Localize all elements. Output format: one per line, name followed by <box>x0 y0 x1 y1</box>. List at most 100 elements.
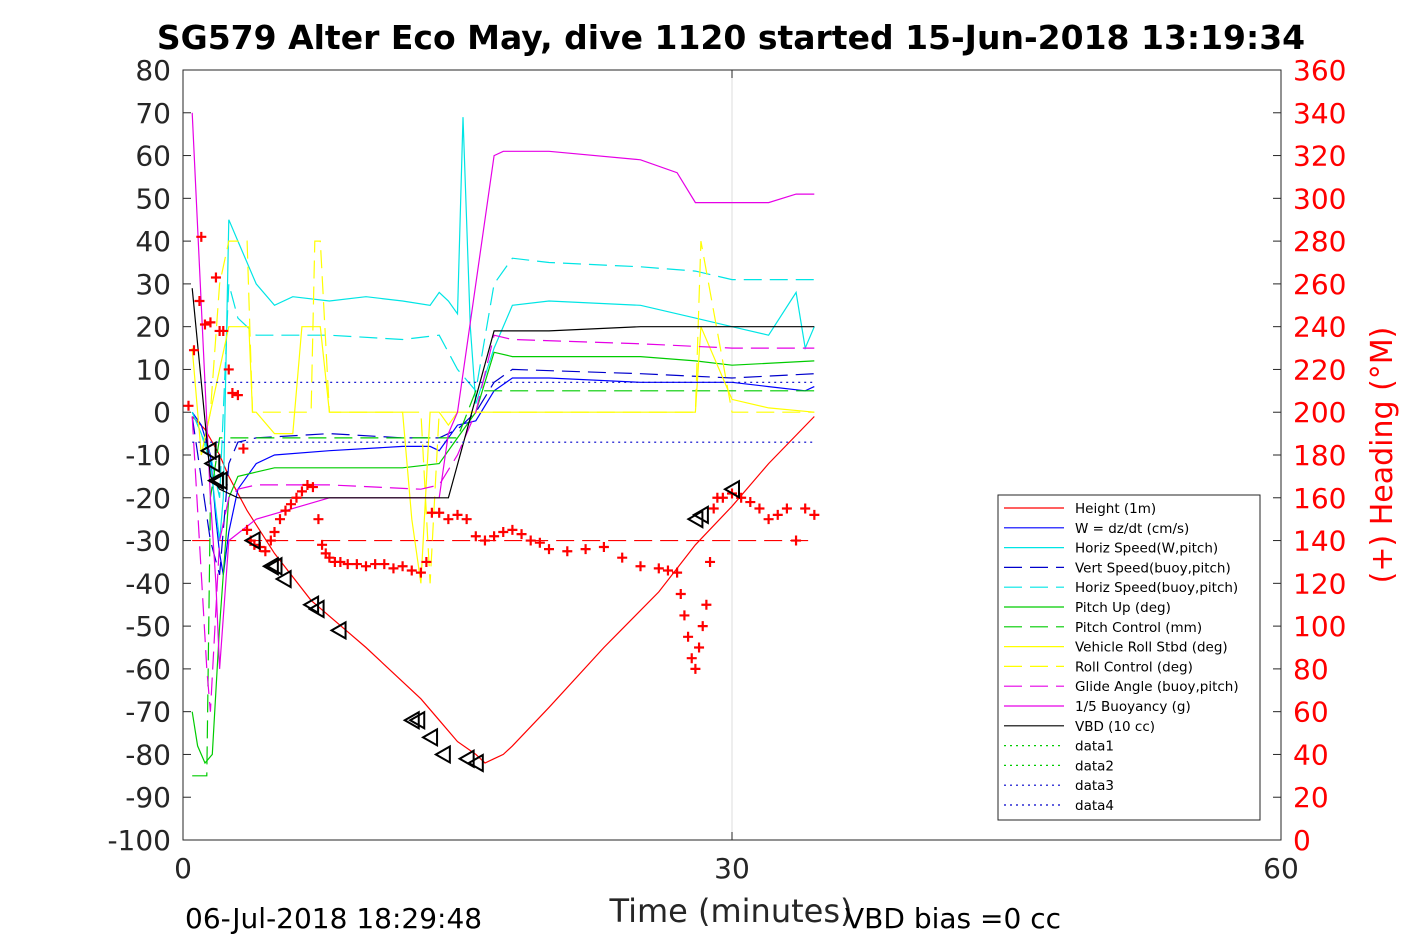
heading-marker <box>370 559 381 570</box>
heading-marker <box>745 497 756 508</box>
legend-entry: Horiz Speed(buoy,pitch) <box>1075 580 1238 596</box>
series-line <box>191 351 815 765</box>
legend-entry: Pitch Up (deg) <box>1075 600 1171 616</box>
heading-marker <box>598 541 609 552</box>
triangle-marker <box>329 620 347 641</box>
heading-marker <box>800 503 811 514</box>
legend-entry: Pitch Control (mm) <box>1075 620 1202 636</box>
heading-marker <box>534 537 545 548</box>
x-tick-label: 30 <box>714 852 750 885</box>
heading-marker <box>675 589 686 600</box>
y-tick-label: -30 <box>125 525 171 558</box>
heading-marker <box>562 546 573 557</box>
heading-marker <box>754 503 765 514</box>
y-tick-label: -50 <box>125 610 171 643</box>
footer-vbd-bias: VBD bias =0 cc <box>845 902 1061 935</box>
y-tick-label: -90 <box>125 781 171 814</box>
triangle-marker <box>691 505 709 525</box>
heading-marker <box>223 364 234 375</box>
heading-marker <box>736 492 747 503</box>
y2-tick-label: 120 <box>1293 567 1346 600</box>
y-tick-label: 70 <box>135 97 171 130</box>
x-tick-label: 0 <box>174 852 192 885</box>
triangle-marker <box>402 710 420 730</box>
y-tick-label: 0 <box>153 396 171 429</box>
triangle-marker <box>274 569 292 589</box>
heading-marker <box>183 400 194 411</box>
heading-marker <box>781 503 792 514</box>
heading-marker <box>461 514 472 525</box>
series-line <box>191 257 815 498</box>
heading-marker <box>210 272 221 283</box>
triangle-marker <box>433 744 451 765</box>
triangle-marker <box>265 556 283 576</box>
heading-marker <box>397 561 408 572</box>
triangle-marker <box>466 753 484 773</box>
heading-marker <box>694 642 705 653</box>
heading-marker <box>274 514 285 525</box>
heading-marker <box>679 610 690 621</box>
heading-marker <box>188 345 199 356</box>
heading-marker <box>227 387 238 398</box>
y2-tick-label: 320 <box>1293 140 1346 173</box>
heading-marker <box>516 529 527 540</box>
heading-marker <box>238 443 249 454</box>
series-line <box>192 390 815 777</box>
heading-marker <box>653 563 664 574</box>
chart-title: SG579 Alter Eco May, dive 1120 started 1… <box>157 18 1305 57</box>
y-tick-label: -80 <box>125 738 171 771</box>
heading-marker <box>434 507 445 518</box>
heading-marker <box>498 527 509 537</box>
y2-tick-label: 200 <box>1293 396 1346 429</box>
y-tick-label: -100 <box>107 824 171 857</box>
heading-marker <box>617 552 628 563</box>
heading-marker <box>708 503 719 514</box>
heading-marker <box>809 509 820 520</box>
legend-entry: Vert Speed(buoy,pitch) <box>1075 560 1231 576</box>
legend-entry: Horiz Speed(W,pitch) <box>1075 541 1218 557</box>
y2-tick-label: 0 <box>1293 824 1311 857</box>
heading-marker <box>443 514 454 525</box>
y-tick-label: -60 <box>125 653 171 686</box>
y2-tick-label: 100 <box>1293 610 1346 643</box>
heading-marker <box>285 499 296 510</box>
heading-marker <box>260 546 271 557</box>
triangle-marker <box>408 710 426 730</box>
heading-marker <box>470 531 481 542</box>
y2-tick-label: 60 <box>1293 696 1329 729</box>
series-line <box>191 368 815 575</box>
triangle-marker <box>457 748 475 769</box>
heading-marker <box>280 505 291 516</box>
heading-marker <box>307 482 318 493</box>
heading-marker <box>199 319 210 330</box>
heading-marker <box>772 509 783 520</box>
y2-tick-label: 160 <box>1293 482 1346 515</box>
heading-marker <box>507 524 518 535</box>
series-line <box>191 334 815 712</box>
heading-marker <box>686 653 697 664</box>
heading-marker <box>205 317 216 328</box>
x-axis-label: Time (minutes) <box>609 892 853 930</box>
heading-marker <box>791 535 802 546</box>
heading-marker <box>379 559 390 570</box>
series-line <box>191 377 815 575</box>
triangle-marker <box>206 470 224 491</box>
heading-marker <box>690 663 701 674</box>
heading-marker <box>342 559 353 570</box>
heading-marker <box>232 390 243 401</box>
legend-entry: Height (1m) <box>1075 501 1156 517</box>
y2-tick-label: 360 <box>1293 54 1346 87</box>
series-line <box>191 288 815 499</box>
y-tick-label: -70 <box>125 696 171 729</box>
legend-entry: VBD (10 cc) <box>1075 719 1155 735</box>
legend-entry: Glide Angle (buoy,pitch) <box>1075 679 1239 695</box>
triangle-marker <box>722 479 740 499</box>
y2-axis-label: (+) Heading (°M) <box>1365 327 1400 584</box>
legend-entry: data1 <box>1075 739 1114 755</box>
heading-marker <box>317 539 328 550</box>
heading-marker <box>291 492 302 503</box>
y-tick-label: 10 <box>135 353 171 386</box>
heading-marker <box>697 621 708 632</box>
y-tick-label: 30 <box>135 268 171 301</box>
y2-tick-label: 40 <box>1293 738 1329 771</box>
